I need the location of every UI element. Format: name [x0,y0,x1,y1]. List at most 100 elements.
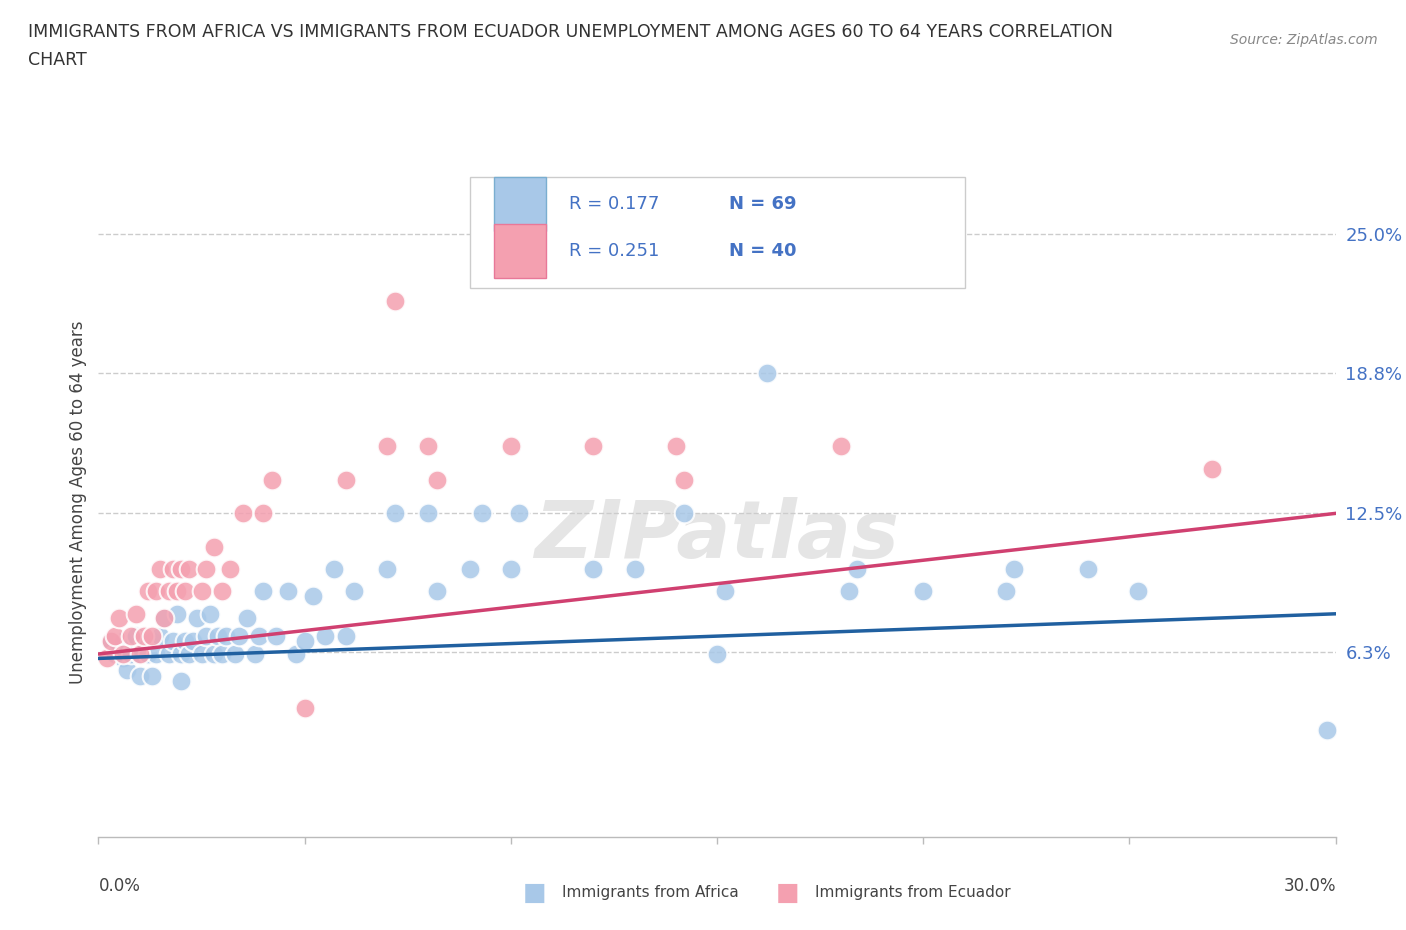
Point [136,646,159,661]
Point [623,562,645,577]
Point [153,611,176,626]
Point [100,633,122,648]
Point [302,589,325,604]
Point [1201,461,1223,476]
Text: R = 0.177: R = 0.177 [568,195,659,213]
Point [912,584,935,599]
Point [198,606,221,621]
Text: Immigrants from Ecuador: Immigrants from Ecuador [815,885,1011,900]
Point [755,365,778,380]
Text: IMMIGRANTS FROM AFRICA VS IMMIGRANTS FROM ECUADOR UNEMPLOYMENT AMONG AGES 60 TO : IMMIGRANTS FROM AFRICA VS IMMIGRANTS FRO… [28,23,1114,41]
Point [426,584,449,599]
Point [375,562,398,577]
Text: N = 69: N = 69 [730,195,797,213]
Point [145,584,167,599]
Point [141,629,163,644]
Point [120,646,142,661]
Point [202,646,225,661]
Point [247,629,270,644]
Point [186,611,208,626]
Point [375,439,398,454]
Point [830,439,852,454]
Point [166,584,188,599]
Point [96,651,118,666]
Point [322,562,344,577]
Point [582,439,605,454]
Point [162,562,184,577]
Point [124,629,146,644]
Point [190,646,212,661]
Point [104,646,127,661]
Point [994,584,1017,599]
Point [207,629,229,644]
Text: CHART: CHART [28,51,87,69]
Point [219,562,242,577]
Point [145,646,167,661]
Point [190,584,212,599]
Text: ■: ■ [523,881,546,905]
Point [343,584,366,599]
Point [499,439,522,454]
Point [224,646,246,661]
Point [149,629,172,644]
Point [706,646,728,661]
Point [499,562,522,577]
Point [228,629,250,644]
Point [141,633,163,648]
Point [157,646,180,661]
Point [426,472,449,487]
Point [384,506,406,521]
Point [252,584,274,599]
Point [112,651,135,666]
Point [179,562,201,577]
Point [128,669,150,684]
Point [162,633,184,648]
Text: Immigrants from Africa: Immigrants from Africa [562,885,740,900]
Point [418,439,440,454]
Point [335,472,357,487]
Point [335,629,357,644]
Point [838,584,860,599]
Point [117,662,139,677]
FancyBboxPatch shape [495,224,547,278]
Point [384,294,406,309]
Point [294,633,316,648]
Point [112,633,135,648]
Point [236,611,259,626]
Point [170,673,193,688]
Point [673,472,696,487]
Point [112,646,135,661]
Point [170,562,193,577]
Point [157,584,180,599]
Text: R = 0.251: R = 0.251 [568,242,659,260]
Point [418,506,440,521]
Point [202,539,225,554]
Point [665,439,688,454]
Point [314,629,336,644]
Text: Source: ZipAtlas.com: Source: ZipAtlas.com [1230,33,1378,46]
Point [100,633,122,648]
Point [243,646,266,661]
Point [1126,584,1149,599]
Point [714,584,737,599]
Point [458,562,481,577]
Point [264,629,287,644]
Point [166,606,188,621]
Point [1002,562,1025,577]
Point [153,611,176,626]
Text: ZIPatlas: ZIPatlas [534,497,900,575]
Point [120,629,142,644]
Point [260,472,283,487]
Point [128,646,150,661]
Point [211,584,233,599]
Point [136,584,159,599]
Point [194,562,217,577]
Point [252,506,274,521]
Point [132,633,155,648]
Point [277,584,299,599]
Point [104,629,127,644]
Point [194,629,217,644]
Point [846,562,869,577]
Point [294,700,316,715]
Text: ■: ■ [776,881,799,905]
